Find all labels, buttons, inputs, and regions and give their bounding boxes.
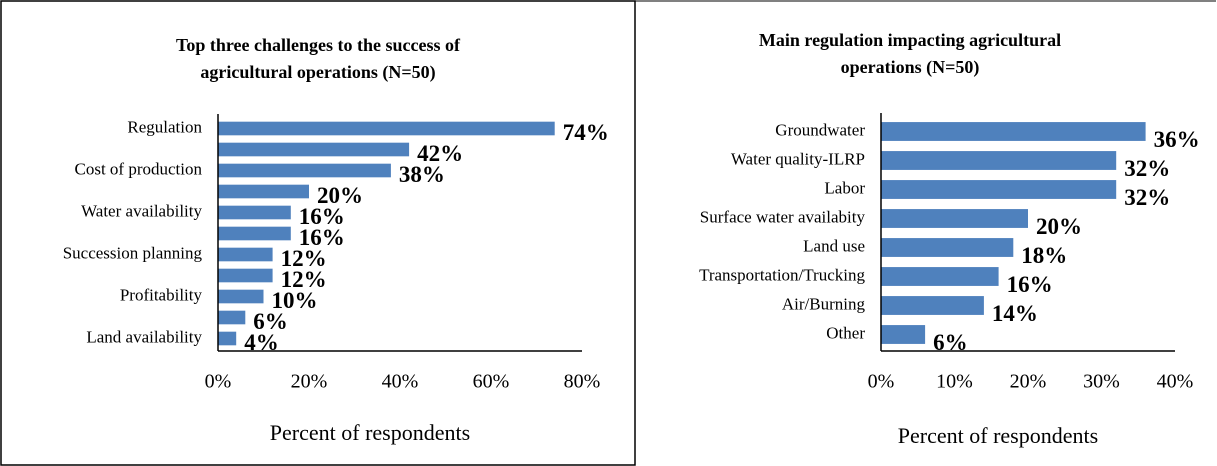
value-label: 10% (272, 288, 318, 313)
category-label: Labor (824, 178, 865, 197)
value-label: 14% (992, 301, 1038, 326)
value-label: 12% (281, 246, 327, 271)
chart-title: Top three challenges to the success of (176, 35, 461, 55)
bar (881, 267, 999, 286)
category-label: Transportation/Trucking (699, 265, 865, 284)
value-label: 16% (299, 225, 345, 250)
value-label: 38% (399, 162, 445, 187)
bar (218, 331, 237, 346)
category-label: Succession planning (63, 243, 203, 262)
bar (218, 289, 264, 304)
category-label: Groundwater (775, 120, 865, 139)
bar (881, 122, 1146, 141)
value-label: 20% (1036, 214, 1082, 239)
category-label: Water quality-ILRP (731, 149, 865, 168)
bar (218, 310, 246, 325)
value-label: 32% (1124, 185, 1170, 210)
value-label: 12% (281, 267, 327, 292)
left-panel-border (0, 0, 636, 466)
bar (881, 325, 926, 344)
category-label: Regulation (127, 117, 202, 136)
x-axis-title: Percent of respondents (270, 420, 470, 445)
x-tick-label: 80% (564, 371, 601, 393)
bar (881, 238, 1014, 257)
x-axis-title: Percent of respondents (898, 423, 1098, 448)
value-label: 36% (1154, 127, 1200, 152)
bar (218, 226, 291, 241)
x-tick-label: 10% (936, 371, 973, 393)
x-tick-label: 0% (205, 371, 232, 393)
x-tick-label: 20% (1010, 371, 1047, 393)
bar (218, 268, 273, 283)
value-label: 74% (563, 120, 609, 145)
bar (218, 205, 291, 220)
bar (881, 180, 1117, 199)
category-label: Cost of production (75, 159, 203, 178)
category-label: Other (826, 323, 865, 342)
chart-title: agricultural operations (N=50) (200, 62, 435, 83)
x-tick-label: 0% (868, 371, 895, 393)
bar (218, 163, 391, 178)
x-tick-label: 40% (382, 371, 419, 393)
value-label: 6% (253, 309, 287, 334)
category-label: Land availability (86, 327, 202, 346)
bar (218, 142, 410, 157)
x-tick-label: 30% (1083, 371, 1120, 393)
value-label: 32% (1124, 156, 1170, 181)
bar (218, 121, 555, 136)
value-label: 16% (1007, 272, 1053, 297)
category-label: Air/Burning (782, 294, 866, 313)
category-label: Land use (803, 236, 865, 255)
chart-title: operations (N=50) (841, 57, 980, 78)
chart-title: Main regulation impacting agricultural (759, 30, 1061, 50)
bar (881, 151, 1117, 170)
value-label: 42% (417, 141, 463, 166)
category-label: Water availability (81, 201, 202, 220)
value-label: 20% (317, 183, 363, 208)
bar (218, 247, 273, 262)
category-label: Surface water availabity (700, 207, 866, 226)
category-label: Profitability (120, 285, 203, 304)
bar (881, 296, 984, 315)
bar (881, 209, 1028, 228)
x-tick-label: 60% (473, 371, 510, 393)
value-label: 16% (299, 204, 345, 229)
bar (218, 184, 309, 199)
x-tick-label: 40% (1157, 371, 1194, 393)
x-tick-label: 20% (291, 371, 328, 393)
value-label: 18% (1021, 243, 1067, 268)
